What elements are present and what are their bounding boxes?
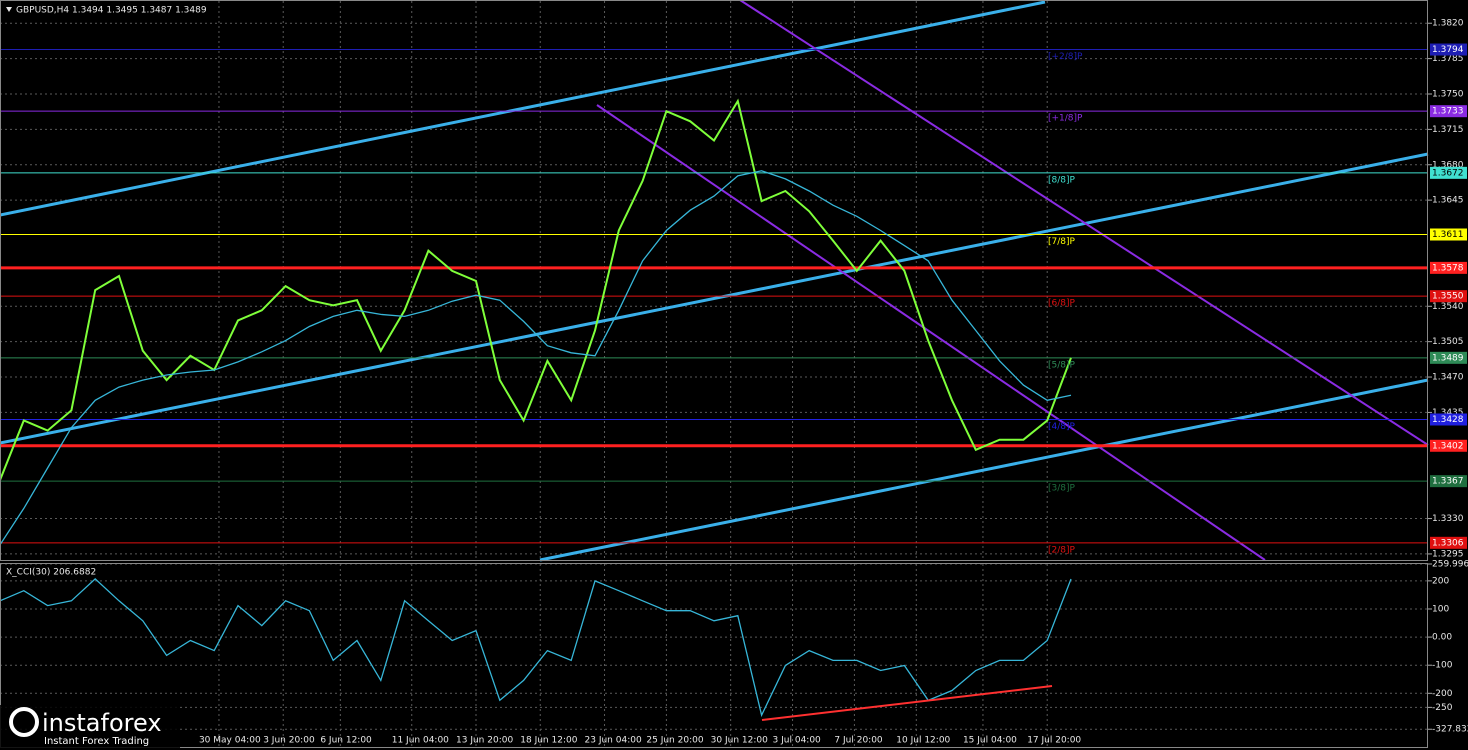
price-title: GBPUSD,H4 1.3494 1.3495 1.3487 1.3489 bbox=[16, 6, 207, 16]
x-tick-label: 6 Jun 12:00 bbox=[320, 736, 372, 746]
trend-channels bbox=[0, 0, 1429, 562]
level-price-label: 1.3367 bbox=[1432, 477, 1464, 487]
watermark-logo bbox=[9, 707, 39, 737]
series-line bbox=[0, 170, 1072, 546]
level-price-box bbox=[1430, 475, 1467, 488]
level-price-box bbox=[1430, 536, 1467, 549]
price-frame bbox=[0, 0, 1428, 561]
price-grid bbox=[0, 1, 1428, 560]
divergence-line bbox=[761, 685, 1053, 721]
level-price-label: 1.3794 bbox=[1432, 45, 1464, 55]
level-price-box bbox=[1430, 290, 1467, 303]
y-tick-label: -100 bbox=[1432, 661, 1453, 671]
plot bbox=[0, 98, 1072, 718]
channel-line bbox=[0, 152, 1429, 445]
y-tick-label: 1.3820 bbox=[1432, 19, 1464, 29]
channel-line bbox=[0, 0, 1046, 217]
labels: 1.3820 1.3785 1.3750 1.3715 1.3680 1.3645 1.35… bbox=[199, 19, 1468, 746]
level-price-label: 1.3578 bbox=[1432, 263, 1464, 273]
x-tick-label: 10 Jul 12:00 bbox=[896, 736, 950, 746]
x-tick-label: 7 Jul 20:00 bbox=[834, 736, 883, 746]
level-price-label: 1.3550 bbox=[1432, 292, 1464, 302]
watermark-tagline: Instant Forex Trading bbox=[44, 736, 149, 747]
x-tick-label: 11 Jun 04:00 bbox=[392, 736, 449, 746]
menu-triangle[interactable] bbox=[6, 7, 12, 12]
level-price-box bbox=[1430, 43, 1467, 56]
murray-label: [8/8]P bbox=[1048, 175, 1076, 185]
watermark-brand: instaforex bbox=[42, 709, 162, 737]
series-line bbox=[0, 98, 1072, 481]
murray-label: [4/8]P bbox=[1048, 422, 1076, 432]
level-price-label: 1.3489 bbox=[1432, 353, 1464, 363]
cci-frame bbox=[0, 563, 1428, 748]
x-tick-label: 30 Jun 12:00 bbox=[711, 736, 768, 746]
level-price-box bbox=[1430, 261, 1467, 274]
down-channels bbox=[596, 0, 1429, 561]
channel-line bbox=[596, 104, 1266, 561]
x-tick-label: 3 Jun 20:00 bbox=[263, 736, 315, 746]
y-tick-label: 1.3750 bbox=[1432, 89, 1464, 99]
cci-grid bbox=[0, 563, 1428, 747]
channel-line bbox=[539, 378, 1429, 562]
y-tick-label: -327.8320 bbox=[1432, 725, 1468, 735]
y-tick-label: 259.9969 bbox=[1432, 560, 1468, 570]
level-price-label: 1.3733 bbox=[1432, 107, 1464, 117]
x-tick-label: 30 May 04:00 bbox=[199, 736, 261, 746]
y-tick-label: -200 bbox=[1432, 689, 1453, 699]
y-tick-label: 1.3505 bbox=[1432, 337, 1464, 347]
murray-label: [7/8]P bbox=[1048, 237, 1076, 247]
x-tick-label: 18 Jun 12:00 bbox=[520, 736, 577, 746]
y-tick-label: 1.3715 bbox=[1432, 125, 1464, 135]
y-tick-label: 1.3435 bbox=[1432, 408, 1464, 418]
channel-line bbox=[739, 0, 1429, 446]
level-price-label: 1.3428 bbox=[1432, 415, 1464, 425]
level-price-box bbox=[1430, 105, 1467, 118]
y-tick-label: 1.3470 bbox=[1432, 373, 1464, 383]
y-tick-label: 100 bbox=[1432, 604, 1449, 614]
y-tick-label: 1.3295 bbox=[1432, 549, 1464, 559]
level-price-label: 1.3672 bbox=[1432, 168, 1464, 178]
x-tick-label: 25 Jun 20:00 bbox=[646, 736, 703, 746]
watermark: instaforex Instant Forex Trading bbox=[0, 705, 180, 750]
murray-label: [+2/8]P bbox=[1048, 52, 1083, 62]
x-tick-label: 17 Jul 20:00 bbox=[1027, 736, 1081, 746]
level-price-label: 1.3402 bbox=[1432, 441, 1464, 451]
y-tick-label: 0.00 bbox=[1432, 633, 1452, 643]
y-tick-label: 1.3540 bbox=[1432, 302, 1464, 312]
series-line bbox=[0, 578, 1072, 718]
level-price-box bbox=[1430, 439, 1467, 452]
y-tick-label: 1.3645 bbox=[1432, 196, 1464, 206]
level-price-box bbox=[1430, 351, 1467, 364]
x-tick-label: 23 Jun 04:00 bbox=[585, 736, 642, 746]
cci-title: X_CCI(30) 206.6882 bbox=[6, 568, 96, 578]
y-tick-label: 1.3680 bbox=[1432, 160, 1464, 170]
murray-label: [2/8]P bbox=[1048, 545, 1076, 555]
y-tick-label: 200 bbox=[1432, 576, 1449, 586]
x-tick-label: 13 Jun 20:00 bbox=[456, 736, 513, 746]
murray-label: [5/8]P bbox=[1048, 360, 1076, 370]
y-tick-label: 1.3330 bbox=[1432, 514, 1464, 524]
level-price-box bbox=[1430, 228, 1467, 241]
level-price-label: 1.3611 bbox=[1432, 230, 1464, 240]
murray-label: [6/8]P bbox=[1048, 299, 1076, 309]
level-price-box bbox=[1430, 166, 1467, 179]
y-tick-label: 1.3785 bbox=[1432, 54, 1464, 64]
murray-label: [+1/8]P bbox=[1048, 114, 1083, 124]
murray-label: [3/8]P bbox=[1048, 484, 1076, 494]
level-price-box bbox=[1430, 413, 1467, 426]
levels bbox=[0, 49, 1428, 544]
x-tick-label: 15 Jul 04:00 bbox=[963, 736, 1017, 746]
x-tick-label: 3 Jul 04:00 bbox=[773, 736, 822, 746]
y-tick-label: -250 bbox=[1432, 703, 1453, 713]
level-price-label: 1.3306 bbox=[1432, 538, 1464, 548]
